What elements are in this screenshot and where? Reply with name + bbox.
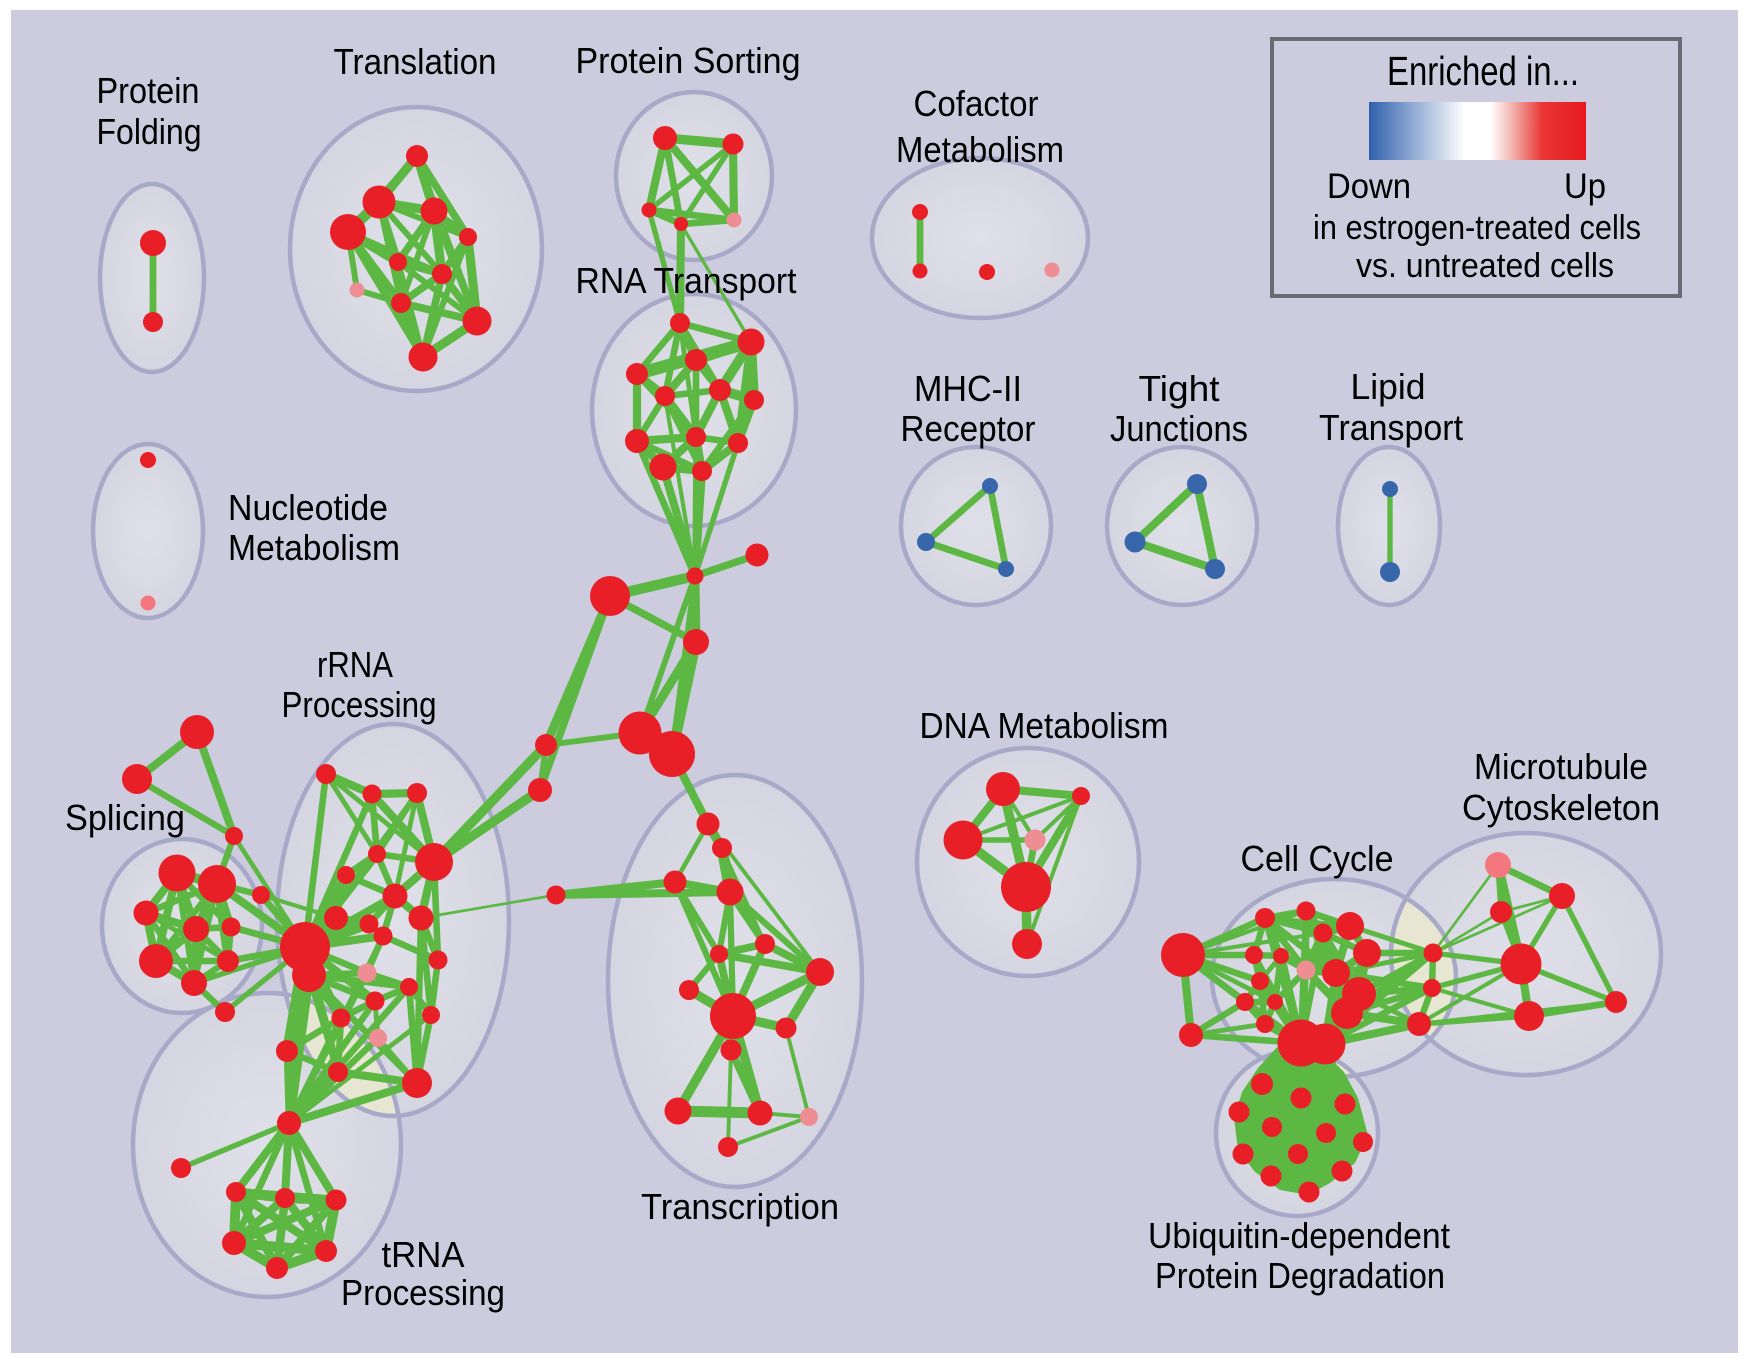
svg-text:Ubiquitin-dependent: Ubiquitin-dependent	[1148, 1215, 1450, 1256]
svg-text:Cytoskeleton: Cytoskeleton	[1462, 787, 1660, 828]
svg-text:Up: Up	[1564, 167, 1606, 206]
svg-text:tRNA: tRNA	[382, 1234, 465, 1275]
svg-text:in estrogen-treated cells: in estrogen-treated cells	[1313, 209, 1641, 247]
svg-text:Processing: Processing	[282, 684, 437, 725]
svg-text:Translation: Translation	[334, 41, 497, 82]
svg-text:RNA Transport: RNA Transport	[576, 260, 797, 301]
svg-text:Cell Cycle: Cell Cycle	[1241, 838, 1394, 879]
svg-text:Transcription: Transcription	[641, 1186, 839, 1227]
svg-text:Protein Sorting: Protein Sorting	[576, 40, 801, 81]
svg-text:Metabolism: Metabolism	[228, 527, 400, 568]
svg-text:Microtubule: Microtubule	[1474, 746, 1648, 787]
svg-text:Transport: Transport	[1319, 407, 1463, 448]
svg-text:vs. untreated cells: vs. untreated cells	[1356, 247, 1614, 285]
svg-text:Lipid: Lipid	[1351, 366, 1426, 407]
svg-text:Tight: Tight	[1139, 368, 1220, 409]
svg-text:Metabolism: Metabolism	[896, 129, 1064, 170]
svg-text:MHC-II: MHC-II	[914, 368, 1022, 409]
svg-text:Enriched in...: Enriched in...	[1387, 48, 1579, 94]
svg-text:Splicing: Splicing	[65, 797, 185, 838]
svg-text:Junctions: Junctions	[1110, 408, 1248, 449]
svg-text:DNA Metabolism: DNA Metabolism	[920, 705, 1169, 746]
svg-text:Nucleotide: Nucleotide	[228, 487, 388, 528]
svg-text:Processing: Processing	[341, 1272, 505, 1313]
svg-text:Folding: Folding	[97, 111, 202, 152]
svg-text:Protein Degradation: Protein Degradation	[1155, 1255, 1445, 1296]
svg-text:rRNA: rRNA	[317, 644, 393, 685]
svg-text:Down: Down	[1327, 167, 1411, 206]
svg-text:Protein: Protein	[97, 70, 200, 111]
svg-text:Cofactor: Cofactor	[914, 83, 1039, 124]
svg-text:Receptor: Receptor	[901, 408, 1036, 449]
